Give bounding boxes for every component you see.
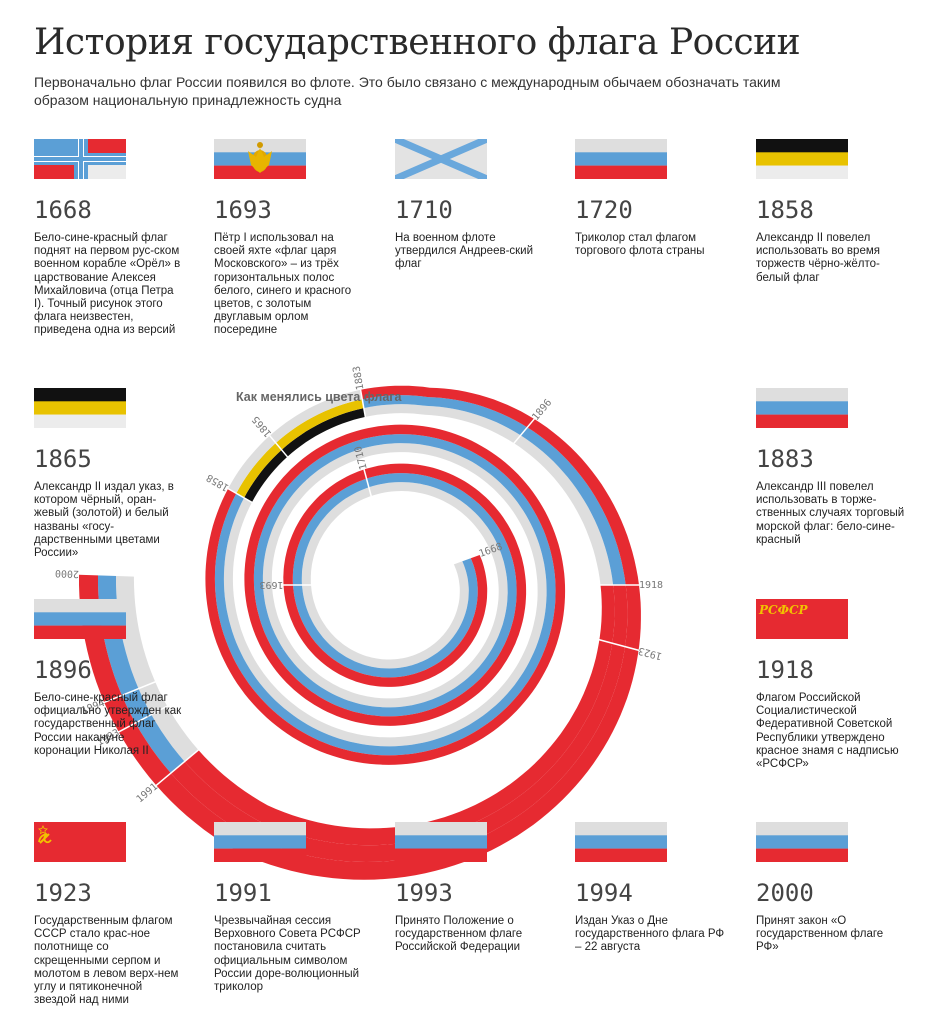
spiral-tick-1858 (224, 485, 256, 506)
entry-1918: РСФСР 1918 Флагом Российской Социалистичес… (756, 599, 906, 771)
flag-1883-icon (756, 388, 906, 428)
entry-2000: 2000 Принят закон «О государственном флаг… (756, 822, 906, 955)
entry-1896: 1896 Бело-сине-красный флаг официально ут… (34, 599, 184, 758)
spiral-band-1991-1994-3 (104, 695, 171, 786)
entry-year: 1896 (34, 656, 92, 684)
page-title: История государственного флага России (34, 22, 801, 63)
entry-1991: 1991 Чрезвычайная сессия Верховного Совет… (214, 822, 364, 994)
spiral-band-1668-1858-3 (205, 424, 566, 765)
entry-year: 1865 (34, 445, 92, 473)
flag-1994-icon (575, 822, 725, 862)
entry-description: Принят закон «О государственном флаге РФ… (756, 915, 884, 954)
entry-description: Чрезвычайная сессия Верховного Совета РС… (214, 915, 361, 994)
spiral-label-1918: 1918 (639, 580, 663, 591)
entry-year: 1923 (34, 879, 92, 907)
flag-2000-icon (756, 822, 906, 862)
entry-description: Бело-сине-красный флаг поднят на первом … (34, 232, 181, 337)
spiral-band-1991-1994-2 (121, 688, 185, 774)
spiral-band-1668-1858-1 (223, 443, 547, 747)
entry-1858: 1858 Александр II повелел использовать во… (756, 139, 906, 285)
spiral-label-1865: 1865 (250, 413, 274, 439)
spiral-label-1923: 1923 (637, 644, 663, 661)
entry-year: 1858 (756, 196, 814, 224)
spiral-tick-1896 (510, 415, 538, 447)
spiral-title: Как менялись цвета флага (236, 390, 402, 404)
entry-1994: 1994 Издан Указ о Дне государственного фл… (575, 822, 725, 955)
spiral-band-1858-1883-3 (228, 389, 363, 494)
entry-year: 1668 (34, 196, 92, 224)
flag-1858-icon (756, 139, 906, 179)
entry-1710: 1710 На военном флоте утвердился Андреев-… (395, 139, 545, 272)
entry-1883: 1883 Александр III повелел использовать в… (756, 388, 906, 547)
spiral-tick-1710 (362, 465, 373, 501)
entry-description: Издан Указ о Дне государственного флага … (575, 915, 725, 954)
flag-1865-icon (34, 388, 184, 428)
entry-1865: 1865 Александр II издал указ, в котором ч… (34, 388, 184, 560)
entry-description: Александр III повелел использовать в тор… (756, 481, 905, 546)
spiral-band-1668-1858-2 (214, 434, 556, 756)
spiral-label-2000: 2000 (55, 567, 79, 579)
entry-description: Государственным флагом СССР стало крас-н… (34, 915, 179, 1007)
entry-year: 1993 (395, 879, 453, 907)
flag-1991-icon (214, 822, 364, 862)
spiral-tick-1993 (114, 703, 172, 735)
flag-1710-icon (395, 139, 545, 179)
flag-1693-icon (214, 139, 364, 179)
entry-1668: 1668 Бело-сине-красный флаг поднят на пер… (34, 139, 184, 338)
entry-description: Пётр I использовал на своей яхте «флаг ц… (214, 232, 352, 337)
page-subtitle: Первоначально флаг России появился во фл… (34, 74, 781, 108)
entry-description: Александр II повелел использовать во вре… (756, 232, 880, 284)
entry-description: Принято Положение о государственном флаг… (395, 915, 523, 954)
spiral-tick-1865 (266, 432, 291, 461)
spiral-tick-1923 (595, 638, 643, 653)
flag-1668-icon (34, 139, 184, 179)
spiral-tick-1668 (449, 552, 484, 566)
entry-1923: 1923 Государственным флагом СССР стало кр… (34, 822, 184, 1007)
entry-1693: 1693 Пётр I использовал на своей яхте «фл… (214, 139, 364, 338)
flag-1918-icon: РСФСР (756, 599, 906, 639)
entry-year: 2000 (756, 879, 814, 907)
entry-year: 1693 (214, 196, 272, 224)
flag-1896-icon (34, 599, 184, 639)
spiral-band-1858-1883-1 (244, 408, 366, 503)
entry-description: Александр II издал указ, в котором чёрны… (34, 481, 174, 560)
spiral-label-1896: 1896 (530, 397, 554, 423)
entry-year: 1991 (214, 879, 272, 907)
entry-description: Триколор стал флагом торгового флота стр… (575, 232, 705, 258)
spiral-label-1693: 1693 (259, 579, 283, 590)
spiral-band-1991-1994-1 (138, 681, 199, 762)
entry-year: 1883 (756, 445, 814, 473)
spiral-label-1858: 1858 (205, 471, 231, 493)
entry-description: Бело-сине-красный флаг официально утверж… (34, 692, 182, 757)
entry-1720: 1720 Триколор стал флагом торгового флота… (575, 139, 725, 258)
entry-year: 1918 (756, 656, 814, 684)
spiral-tick-1991 (152, 746, 202, 789)
entry-year: 1710 (395, 196, 453, 224)
spiral-label-1883: 1883 (351, 365, 366, 391)
spiral-band-1858-1883-2 (236, 399, 364, 498)
entry-1993: 1993 Принято Положение о государственном … (395, 822, 545, 955)
rsfsr-flag-lettering: РСФСР (758, 603, 809, 617)
entry-description: На военном флоте утвердился Андреев-ский… (395, 232, 534, 271)
spiral-tick-1883 (359, 385, 367, 421)
spiral-tick-1994 (100, 679, 160, 705)
flag-1720-icon (575, 139, 725, 179)
entry-year: 1994 (575, 879, 633, 907)
entry-description: Флагом Российской Социалистической Федер… (756, 692, 899, 771)
entry-year: 1720 (575, 196, 633, 224)
flag-1993-icon (395, 822, 545, 862)
flag-1923-icon (34, 822, 184, 862)
spiral-tick-2000 (74, 573, 138, 577)
